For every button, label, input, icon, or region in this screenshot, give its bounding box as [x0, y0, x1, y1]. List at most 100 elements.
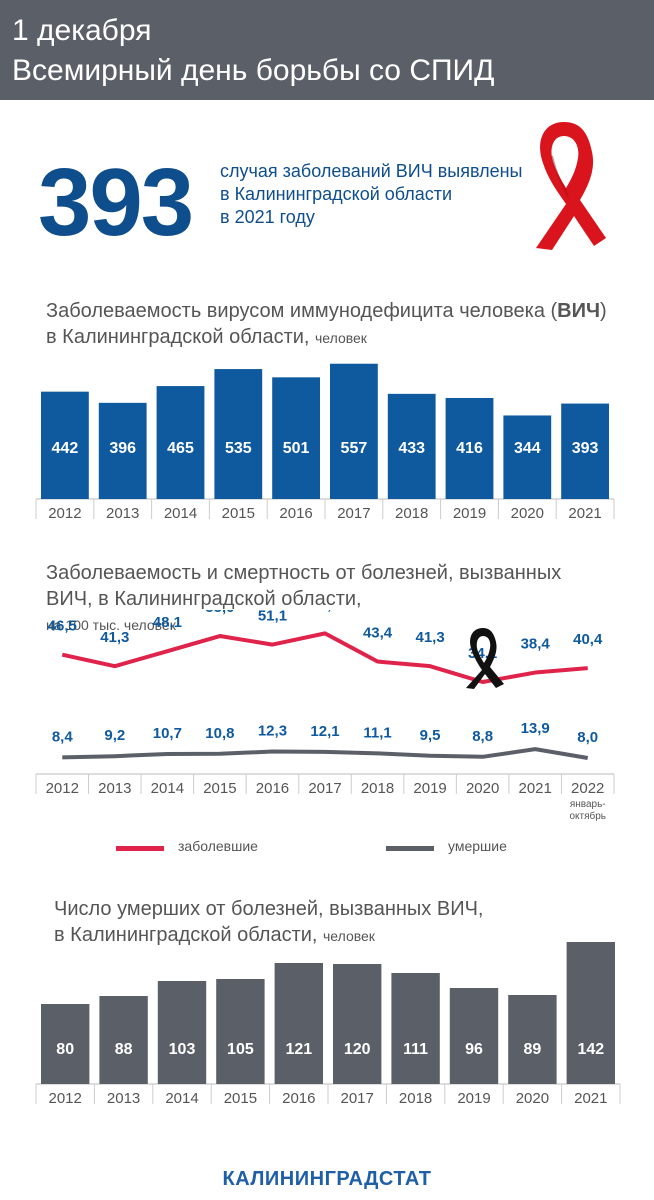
- x-tick-label: 2018: [361, 780, 394, 797]
- chart1-title-region: в Калининградской области,: [46, 326, 316, 348]
- series-line-infected: [61, 631, 588, 684]
- x-tick-label: 2013: [107, 1090, 140, 1107]
- bar-2014: [157, 981, 207, 1084]
- x-tick-label: 2013: [98, 780, 131, 797]
- bar-value-label: 120: [344, 1041, 371, 1058]
- data-label: 9,5: [420, 727, 441, 744]
- x-tick-label: 2014: [151, 780, 184, 797]
- x-tick-label: 2015: [224, 1090, 257, 1107]
- x-tick-label: 2016: [282, 1090, 315, 1107]
- black-ribbon-icon: [466, 628, 504, 689]
- highlight-text-line: в Калининградской области: [220, 184, 453, 204]
- chart1-title-line2: в Калининградской области, человек: [46, 324, 607, 351]
- data-label: 41,3: [100, 629, 129, 646]
- bar-2016: [274, 963, 323, 1084]
- data-label: 8,8: [472, 728, 493, 745]
- data-label: 43,4: [363, 625, 393, 642]
- bar-value-label: 501: [283, 440, 310, 457]
- bar-2018: [387, 393, 436, 499]
- legend-label-infected: заболевшие: [178, 838, 258, 854]
- bar-value-label: 88: [115, 1041, 133, 1058]
- bar-2018: [391, 973, 440, 1084]
- chart2-unit: на 100 тыс. человек: [46, 617, 176, 633]
- bar-2015: [216, 979, 265, 1084]
- data-label: 8,4: [52, 728, 74, 745]
- bar-2021: [566, 942, 615, 1084]
- data-label: 10,8: [205, 725, 234, 742]
- x-tick-label: 2016: [256, 780, 289, 797]
- chart2-line-chart: 46,541,348,155,051,156,243,441,334,138,4…: [35, 610, 615, 822]
- bar-2019: [445, 397, 494, 499]
- bar-value-label: 393: [572, 440, 599, 457]
- x-tick-label: 2018: [395, 505, 428, 522]
- bar-value-label: 103: [169, 1041, 196, 1058]
- chart3-bar-chart: 80 2012 88 2013 103 2014 105 2015 121 2016 120 2017…: [35, 942, 621, 1107]
- header-date: 1 декабря: [12, 14, 152, 47]
- bar-2020: [503, 415, 552, 499]
- red-ribbon-icon: [536, 122, 606, 250]
- chart3-unit: человек: [323, 928, 375, 944]
- bar-value-label: 121: [285, 1041, 312, 1058]
- data-label: 8,0: [577, 729, 598, 746]
- bar-2020: [508, 995, 557, 1084]
- data-label: 38,4: [521, 636, 551, 653]
- x-tick-label: 2013: [106, 505, 139, 522]
- bar-2016: [272, 377, 320, 499]
- bar-value-label: 396: [109, 440, 136, 457]
- data-label: 10,7: [153, 725, 182, 742]
- header-banner: 1 декабря Всемирный день борьбы со СПИД: [0, 0, 654, 100]
- data-label: 12,1: [310, 723, 339, 740]
- bar-value-label: 416: [456, 440, 483, 457]
- bar-value-label: 80: [56, 1041, 74, 1058]
- bar-2013: [98, 402, 147, 499]
- data-label: 40,4: [573, 631, 603, 648]
- chart1-bar-chart: 442 2012 396 2013 465 2014 535 2015 501 2016 557 20…: [35, 363, 615, 522]
- chart3-title: Число умерших от болезней, вызванных ВИЧ…: [54, 896, 483, 949]
- bar-2012: [41, 1004, 90, 1084]
- bar-2014: [156, 386, 205, 499]
- bar-value-label: 111: [403, 1041, 428, 1058]
- chart2-title-line2: ВИЧ, в Калининградской области,: [46, 588, 362, 610]
- bar-value-label: 96: [465, 1041, 483, 1058]
- x-tick-label: 2017: [337, 505, 370, 522]
- highlight-text-line: в 2021 году: [220, 207, 315, 227]
- x-tick-label: 2012: [48, 505, 81, 522]
- chart2-title: Заболеваемость и смертность от болезней,…: [46, 560, 561, 638]
- chart1-title-post: ): [600, 300, 607, 322]
- chart1-title-bold: ВИЧ: [557, 300, 601, 322]
- bar-value-label: 89: [524, 1041, 542, 1058]
- x-tick-label: 2020: [466, 780, 499, 797]
- chart1-unit: человек: [315, 330, 367, 346]
- x-tick-label: 2020: [516, 1090, 549, 1107]
- bar-2017: [333, 964, 382, 1084]
- highlight-text: случая заболеваний ВИЧ выявлены в Калини…: [220, 160, 550, 229]
- data-label: 55,0: [205, 610, 234, 616]
- x-tick-label: 2014: [164, 505, 197, 522]
- x-tick-label: 2018: [399, 1090, 432, 1107]
- data-label: 51,1: [258, 610, 287, 625]
- x-tick-label: 2021: [574, 1090, 607, 1107]
- x-tick-label: 2019: [413, 780, 446, 797]
- chart3-title-region: в Калининградской области,: [54, 924, 324, 946]
- chart2-title-line1: Заболеваемость и смертность от болезней,…: [46, 562, 562, 584]
- x-tick-label: 2017: [341, 1090, 374, 1107]
- bar-value-label: 465: [167, 440, 194, 457]
- bar-value-label: 557: [341, 440, 368, 457]
- data-label: 13,9: [521, 720, 550, 737]
- data-label: 41,3: [415, 629, 444, 646]
- x-tick-label: 2019: [453, 505, 486, 522]
- footer-brand: КАЛИНИНГРАДСТАТ: [222, 1168, 432, 1190]
- x-tick-label: 2017: [308, 780, 341, 797]
- x-tick-label: 2015: [222, 505, 255, 522]
- legend-swatch-infected: [116, 846, 164, 851]
- x-tick-label: 2015: [203, 780, 236, 797]
- legend-label-died: умершие: [448, 838, 507, 854]
- x-tick-label: 2016: [279, 505, 312, 522]
- bar-value-label: 105: [227, 1041, 254, 1058]
- chart1-title-pre: Заболеваемость вирусом иммунодефицита че…: [46, 300, 558, 322]
- highlight-number: 393: [38, 149, 194, 256]
- data-label: 48,1: [153, 614, 182, 631]
- bar-value-label: 442: [52, 440, 79, 457]
- series-line-died: [62, 747, 589, 760]
- data-label: 9,2: [104, 727, 125, 744]
